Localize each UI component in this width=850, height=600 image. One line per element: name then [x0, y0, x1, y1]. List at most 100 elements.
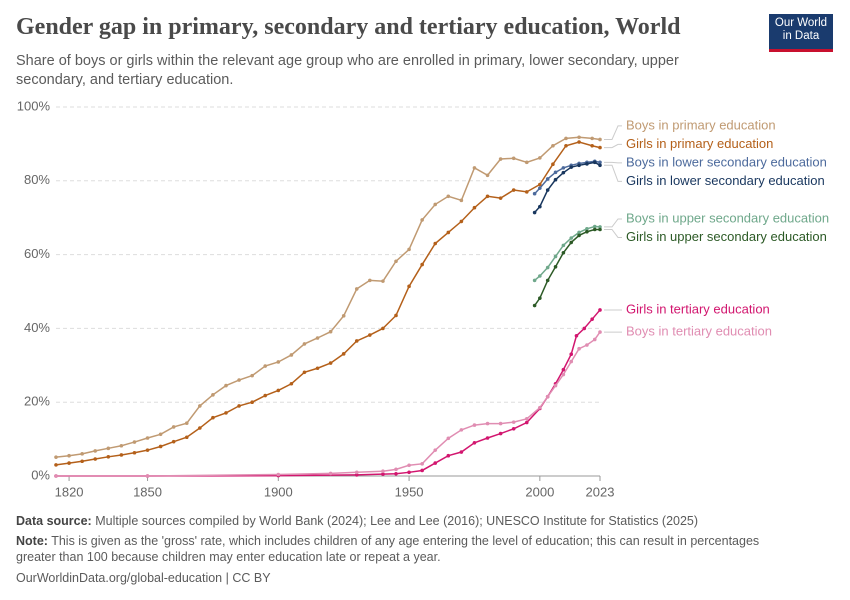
source-label: Data source:: [16, 514, 92, 528]
data-point: [561, 367, 566, 372]
y-tick-label: 40%: [24, 320, 50, 335]
data-point: [420, 262, 424, 267]
data-point: [433, 202, 438, 207]
data-point: [211, 415, 215, 420]
data-point: [315, 366, 320, 371]
data-point: [485, 421, 490, 426]
data-point: [592, 224, 597, 229]
data-point: [538, 156, 542, 160]
data-point: [574, 333, 579, 338]
data-point: [592, 160, 597, 165]
data-point: [532, 191, 537, 196]
data-point: [582, 326, 587, 331]
data-point: [472, 166, 477, 170]
footer[interactable]: OurWorldinData.org/global-education | CC…: [16, 571, 271, 585]
data-point: [394, 313, 398, 318]
data-point: [551, 162, 555, 166]
data-point: [276, 472, 281, 477]
data-point: [472, 205, 477, 210]
logo[interactable]: Our World in Data: [769, 14, 833, 52]
data-point: [485, 173, 490, 178]
data-point: [532, 210, 537, 215]
data-point: [381, 279, 385, 283]
data-point: [211, 393, 215, 397]
data-point: [538, 405, 542, 410]
series-line: [56, 331, 601, 477]
data-point: [54, 463, 58, 467]
note: Note: This is given as the 'gross' rate,…: [16, 533, 796, 565]
data-point: [459, 450, 464, 454]
data-point: [184, 421, 189, 426]
data-point: [315, 336, 320, 340]
data-point: [224, 383, 228, 388]
data-point: [381, 326, 385, 331]
data-point: [198, 426, 202, 430]
data-point: [524, 420, 529, 425]
data-point: [577, 140, 581, 144]
label-connector: [604, 143, 622, 149]
data-point: [538, 296, 542, 300]
data-point: [592, 337, 597, 342]
legend-label: Girls in upper secondary education: [626, 229, 827, 244]
data-point: [564, 143, 568, 148]
logo-text: in Data: [782, 30, 820, 42]
data-point: [577, 230, 581, 235]
data-point: [328, 361, 333, 365]
data-point: [407, 463, 411, 468]
data-point: [145, 448, 150, 452]
chart-title: Gender gap in primary, secondary and ter…: [16, 14, 681, 40]
data-point: [368, 333, 372, 337]
data-point: [354, 339, 359, 343]
data-point: [472, 423, 477, 427]
series-line: [534, 160, 601, 195]
data-point: [433, 448, 438, 452]
data-point: [119, 453, 124, 457]
data-point: [328, 471, 333, 476]
legend-label: Boys in lower secondary education: [626, 154, 827, 169]
data-point: [433, 241, 438, 246]
data-point: [590, 317, 594, 321]
data-point: [67, 461, 71, 465]
data-point: [598, 145, 602, 150]
data-point: [564, 136, 568, 141]
data-point: [561, 372, 566, 377]
data-point: [598, 160, 602, 165]
data-point: [106, 446, 111, 451]
data-point: [538, 186, 542, 190]
series-line: [55, 141, 601, 466]
x-tick-label: 2000: [525, 484, 554, 499]
legend-label: Boys in upper secondary education: [626, 210, 829, 225]
data-point: [553, 170, 558, 175]
source: Data source: Multiple sources compiled b…: [16, 513, 796, 529]
series-line: [534, 225, 601, 282]
x-tick-label: 1820: [55, 484, 84, 499]
data-point: [598, 308, 602, 312]
data-point: [198, 404, 202, 408]
data-point: [598, 163, 602, 168]
data-point: [394, 467, 398, 472]
data-point: [577, 233, 581, 238]
data-point: [590, 143, 594, 148]
data-point: [446, 436, 451, 441]
data-point: [569, 236, 574, 240]
data-point: [585, 162, 589, 166]
y-tick-label: 80%: [24, 172, 50, 187]
data-point: [545, 265, 550, 270]
note-label: Note:: [16, 534, 48, 548]
data-point: [598, 137, 602, 142]
data-point: [276, 360, 281, 364]
data-point: [553, 264, 558, 269]
data-point: [538, 182, 542, 187]
data-point: [394, 471, 398, 476]
legend-label: Girls in lower secondary education: [626, 173, 825, 188]
label-connector: [604, 164, 622, 182]
data-point: [585, 226, 589, 231]
data-point: [237, 404, 241, 408]
series-line: [56, 309, 601, 477]
data-point: [524, 417, 529, 421]
data-point: [511, 420, 516, 424]
data-point: [407, 247, 411, 252]
data-point: [498, 431, 503, 436]
data-point: [54, 474, 58, 478]
data-point: [354, 473, 359, 477]
